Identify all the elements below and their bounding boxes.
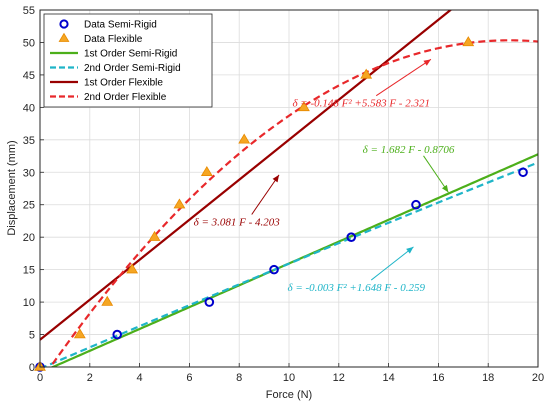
data-point-flexible: [126, 263, 139, 274]
x-tick-label: 6: [186, 372, 192, 384]
x-tick-label: 18: [482, 372, 494, 384]
legend-box: [43, 13, 213, 108]
data-point-semi-rigid: [411, 199, 421, 210]
equation-arrow: [251, 174, 280, 215]
equation-arrow: [423, 155, 449, 193]
legend-marker-circle: [59, 19, 69, 29]
x-tick-label: 14: [382, 372, 394, 384]
y-tick-label: 20: [23, 232, 35, 244]
legend-marker-triangle: [58, 32, 70, 42]
equation-arrow: [375, 58, 432, 97]
x-tick-label: 2: [87, 372, 93, 384]
y-tick-label: 5: [29, 330, 35, 342]
y-tick-label: 40: [23, 102, 35, 114]
equation-arrowhead: [441, 184, 449, 193]
legend: Data Semi-Rigid Data Flexible 1st Order Se…: [43, 13, 213, 108]
y-tick-label: 30: [23, 167, 35, 179]
equation-label: δ = -0.148 F² +5.583 F - 2.321: [292, 98, 430, 110]
data-point-flexible: [148, 230, 161, 241]
legend-entry-label: 1st Order Flexible: [84, 78, 163, 89]
y-tick-label: 50: [23, 37, 35, 49]
legend-entry-label: 1st Order Semi-Rigid: [84, 49, 177, 60]
fit-line-2nd-order-semi-rigid: [41, 161, 538, 367]
data-point-flexible: [298, 101, 310, 112]
axes: 0 2 4 6 8 10 12 14 16 18 20 0 5 10 15 20 25 30 35 40 45 50 55: [23, 5, 544, 384]
equation-label: δ = 1.682 F - 0.8706: [363, 144, 455, 156]
y-tick-label: 15: [23, 265, 35, 277]
data-point-flexible: [173, 198, 186, 209]
y-tick-label: 45: [23, 70, 35, 82]
fit-curves: [40, 10, 538, 367]
x-tick-label: 16: [432, 372, 444, 384]
data-point-semi-rigid: [269, 264, 279, 275]
y-tick-label: 10: [23, 297, 35, 309]
data-point-semi-rigid: [518, 167, 528, 178]
equation-arrowhead: [406, 246, 414, 254]
data-point-flexible: [462, 36, 475, 47]
legend-entry-label: 2nd Order Flexible: [84, 92, 167, 103]
data-point-semi-rigid: [346, 232, 357, 242]
equation-label: δ = -0.003 F² +1.648 F - 0.259: [287, 282, 425, 294]
y-tick-label: 0: [29, 362, 35, 374]
equation-arrow: [370, 246, 414, 281]
data-point-flexible: [101, 295, 114, 306]
data-point-flexible: [238, 133, 251, 144]
x-tick-label: 8: [236, 372, 242, 384]
y-tick-label: 35: [23, 135, 35, 147]
x-tick-label: 12: [333, 372, 345, 384]
x-tick-label: 0: [37, 372, 43, 384]
data-point-flexible: [73, 328, 86, 339]
x-tick-label: 20: [532, 372, 544, 384]
legend-entry-label: 2nd Order Semi-Rigid: [84, 63, 181, 74]
y-tick-label: 25: [23, 200, 35, 212]
x-tick-label: 4: [137, 372, 143, 384]
legend-entry-label: Data Semi-Rigid: [84, 20, 157, 31]
equation-label: δ = 3.081 F - 4.203: [194, 216, 281, 228]
y-axis-label: Displacement (mm): [6, 140, 18, 235]
data-point-flexible: [200, 165, 213, 176]
legend-entry-label: Data Flexible: [84, 34, 143, 45]
equation-arrowhead: [272, 174, 280, 183]
data-point-semi-rigid: [112, 329, 122, 340]
x-tick-label: 10: [283, 372, 295, 384]
fit-line-2nd-order-flexible: [49, 39, 538, 367]
data-points: [34, 36, 528, 372]
data-point-semi-rigid: [204, 297, 215, 307]
y-tick-label: 55: [23, 5, 35, 17]
annotations: δ = -0.148 F² +5.583 F - 2.321 δ = 1.682 …: [194, 58, 455, 294]
equation-arrowhead: [423, 59, 431, 66]
data-point-flexible: [360, 68, 373, 79]
x-axis-label: Force (N): [266, 389, 312, 401]
